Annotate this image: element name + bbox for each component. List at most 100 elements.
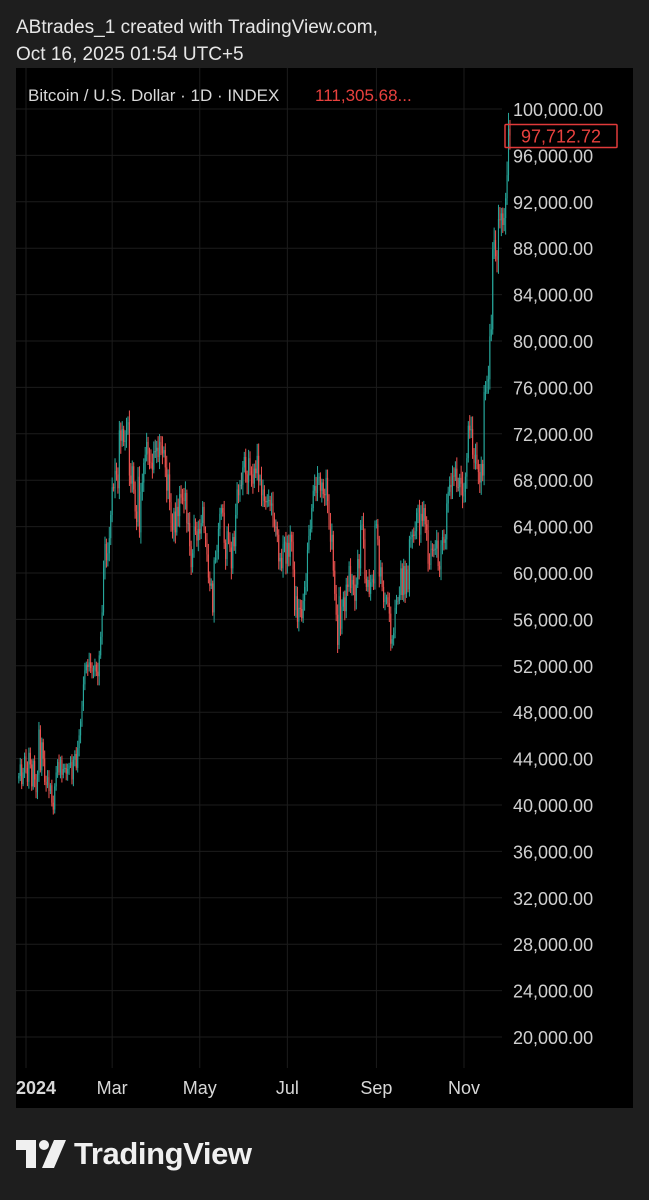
candle-body <box>263 489 265 502</box>
candle-body <box>32 760 34 787</box>
candle-body <box>328 501 330 520</box>
symbol-legend: Bitcoin / U.S. Dollar · 1D · INDEX 111,3… <box>28 86 412 105</box>
candle-body <box>245 457 247 475</box>
candle-body <box>41 742 43 771</box>
y-tick-label: 20,000.00 <box>513 1028 593 1048</box>
candle-body <box>367 579 369 587</box>
candle-body <box>230 547 232 569</box>
candle-body <box>246 474 248 483</box>
candle-body <box>88 662 90 667</box>
x-tick-label: 2024 <box>16 1078 56 1098</box>
candle-body <box>406 569 408 594</box>
candle-body <box>232 537 234 569</box>
candle-body <box>381 567 383 587</box>
y-tick-label: 100,000.00 <box>513 100 603 120</box>
candle-body <box>62 769 64 775</box>
candle-body <box>505 198 507 219</box>
candle-body <box>440 545 442 570</box>
candle-body <box>454 468 456 477</box>
time-axis[interactable]: 2024 Mar May Jul Sep Nov <box>16 1078 480 1098</box>
candle-body <box>483 392 485 476</box>
candle-body <box>34 760 36 780</box>
candle-body <box>250 470 253 475</box>
candle-body <box>35 779 37 793</box>
tradingview-footer: TradingView <box>16 1136 252 1172</box>
candle-body <box>36 774 39 793</box>
candle-body <box>222 508 224 513</box>
candle-body <box>102 568 105 613</box>
candle-body <box>69 762 72 766</box>
candle-body <box>258 455 260 482</box>
last-price-badge-box <box>504 123 618 149</box>
candle-body <box>312 490 314 509</box>
candle-body <box>193 526 195 554</box>
candle-body <box>203 506 205 531</box>
candle-body <box>437 540 439 567</box>
candle-body <box>355 584 357 601</box>
candle-body <box>490 329 492 337</box>
candle-body <box>497 219 500 260</box>
candle-body <box>428 563 431 565</box>
y-tick-label: 96,000.00 <box>513 146 593 166</box>
candle-body <box>480 463 482 483</box>
candle-body <box>416 512 418 532</box>
candle-body <box>111 487 113 515</box>
x-tick-label: May <box>183 1078 217 1098</box>
candle-body <box>289 534 291 557</box>
candle-body <box>107 553 109 561</box>
y-tick-label: 84,000.00 <box>513 286 593 306</box>
candle-body <box>487 379 489 382</box>
candle-body <box>118 430 120 489</box>
candle-body <box>130 475 132 484</box>
candle-body <box>75 753 77 768</box>
candle-body <box>127 422 129 425</box>
price-axis[interactable]: 100,000.00 96,000.00 92,000.00 88,000.00 84,… <box>513 100 603 1048</box>
chart-frame[interactable]: 100,000.00 96,000.00 92,000.00 88,000.00 84,… <box>16 68 633 1108</box>
brand-name: TradingView <box>74 1136 252 1171</box>
candle-body <box>133 466 135 490</box>
candle-body <box>292 541 294 570</box>
candle-body <box>275 526 277 528</box>
candle-body <box>430 548 432 565</box>
candle-body <box>174 511 176 533</box>
candle-body <box>64 767 66 770</box>
candle-body <box>81 706 83 722</box>
candle-body <box>269 499 271 506</box>
candle-body <box>434 548 436 550</box>
candle-body <box>495 240 497 257</box>
candle-body <box>276 526 278 535</box>
y-tick-label: 32,000.00 <box>513 889 593 909</box>
candle-body <box>433 549 435 551</box>
candle-body <box>181 497 184 500</box>
candle-body <box>357 559 359 585</box>
candle-body <box>322 482 324 495</box>
candle-body <box>281 557 283 569</box>
candle-body <box>397 600 399 602</box>
candle-body <box>147 441 149 454</box>
candle-body <box>457 487 459 489</box>
candle-body <box>342 597 344 607</box>
candle-body <box>52 802 54 810</box>
candle-body <box>404 566 406 594</box>
last-price-badge: 97,712.72 <box>504 123 618 149</box>
candle-body <box>209 577 211 586</box>
candle-body <box>463 491 465 497</box>
candle-body <box>124 440 126 442</box>
candle-body <box>156 447 158 452</box>
y-tick-label: 92,000.00 <box>513 193 593 213</box>
candle-body <box>472 429 474 455</box>
candle-body <box>72 759 74 780</box>
candle-body <box>226 531 228 560</box>
candle-body <box>97 671 99 677</box>
candle-body <box>439 566 441 570</box>
timestamp-line: Oct 16, 2025 01:54 UTC+5 <box>16 44 244 65</box>
candle-body <box>377 524 379 540</box>
candle-body <box>283 541 286 544</box>
price-chart[interactable]: 100,000.00 96,000.00 92,000.00 88,000.00 84,… <box>16 68 633 1108</box>
candle-body <box>58 762 60 773</box>
candle-body <box>499 219 501 221</box>
candle-body <box>492 249 494 330</box>
candle-body <box>207 554 209 578</box>
y-tick-label: 64,000.00 <box>513 518 593 538</box>
candle-body <box>65 767 67 774</box>
